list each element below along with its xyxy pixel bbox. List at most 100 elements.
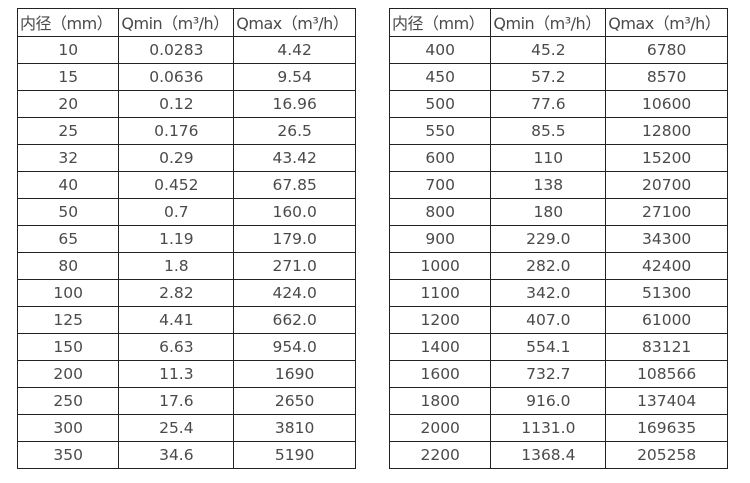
table-cell: 500 — [388, 90, 492, 118]
table-cell: 1100 — [388, 279, 492, 307]
table-cell: 26.5 — [233, 117, 356, 145]
table-cell: 25.4 — [118, 414, 235, 442]
flow-capacity-tables-page: 内径（mm） Qmin（m³/h） Qmax（m³/h） 10 0.0283 4.42 15… — [16, 8, 728, 469]
table-row: 350 34.6 5190 — [16, 441, 356, 469]
table-cell: 61000 — [605, 306, 728, 334]
table-cell: 137404 — [605, 387, 728, 415]
table-row: 1000 282.0 42400 — [388, 252, 728, 280]
table-cell: 407.0 — [490, 306, 607, 334]
table-cell: 600 — [388, 144, 492, 172]
table-row: 40 0.452 67.85 — [16, 171, 356, 199]
table-cell: 34300 — [605, 225, 728, 253]
table-cell: 1800 — [388, 387, 492, 415]
table-cell: 0.7 — [118, 198, 235, 226]
table-cell: 20 — [16, 90, 120, 118]
table-cell: 80 — [16, 252, 120, 280]
table-row: 65 1.19 179.0 — [16, 225, 356, 253]
table-cell: 550 — [388, 117, 492, 145]
table-row: 1200 407.0 61000 — [388, 306, 728, 334]
table-row: 250 17.6 2650 — [16, 387, 356, 415]
table-row: 1800 916.0 137404 — [388, 387, 728, 415]
table-cell: 1400 — [388, 333, 492, 361]
table-cell: 85.5 — [490, 117, 607, 145]
table-cell: 11.3 — [118, 360, 235, 388]
table-cell: 67.85 — [233, 171, 356, 199]
table-cell: 138 — [490, 171, 607, 199]
table-row: 1600 732.7 108566 — [388, 360, 728, 388]
table-row: 15 0.0636 9.54 — [16, 63, 356, 91]
table-cell: 800 — [388, 198, 492, 226]
table-cell: 6780 — [605, 36, 728, 64]
table-row: 550 85.5 12800 — [388, 117, 728, 145]
table-cell: 1.19 — [118, 225, 235, 253]
column-header: Qmax（m³/h） — [233, 8, 356, 37]
table-row: 400 45.2 6780 — [388, 36, 728, 64]
table-row: 2000 1131.0 169635 — [388, 414, 728, 442]
table-cell: 160.0 — [233, 198, 356, 226]
table-cell: 45.2 — [490, 36, 607, 64]
table-cell: 20700 — [605, 171, 728, 199]
table-cell: 554.1 — [490, 333, 607, 361]
table-cell: 10600 — [605, 90, 728, 118]
column-header: Qmin（m³/h） — [118, 8, 235, 37]
table-row: 10 0.0283 4.42 — [16, 36, 356, 64]
table-cell: 43.42 — [233, 144, 356, 172]
table-cell: 3810 — [233, 414, 356, 442]
table-cell: 954.0 — [233, 333, 356, 361]
table-cell: 350 — [16, 441, 120, 469]
table-cell: 16.96 — [233, 90, 356, 118]
table-row: 125 4.41 662.0 — [16, 306, 356, 334]
table-cell: 150 — [16, 333, 120, 361]
table-row: 700 138 20700 — [388, 171, 728, 199]
table-cell: 110 — [490, 144, 607, 172]
table-cell: 57.2 — [490, 63, 607, 91]
table-row: 25 0.176 26.5 — [16, 117, 356, 145]
column-header: Qmax（m³/h） — [605, 8, 728, 37]
table-cell: 4.42 — [233, 36, 356, 64]
table-cell: 180 — [490, 198, 607, 226]
table-cell: 1368.4 — [490, 441, 607, 469]
table-row: 20 0.12 16.96 — [16, 90, 356, 118]
table-row: 150 6.63 954.0 — [16, 333, 356, 361]
table-cell: 342.0 — [490, 279, 607, 307]
table-cell: 25 — [16, 117, 120, 145]
table-cell: 15200 — [605, 144, 728, 172]
table-cell: 205258 — [605, 441, 728, 469]
table-cell: 34.6 — [118, 441, 235, 469]
table-row: 1100 342.0 51300 — [388, 279, 728, 307]
table-cell: 9.54 — [233, 63, 356, 91]
table-cell: 0.29 — [118, 144, 235, 172]
column-header: 内径（mm） — [388, 8, 492, 37]
table-cell: 4.41 — [118, 306, 235, 334]
table-cell: 83121 — [605, 333, 728, 361]
table-cell: 100 — [16, 279, 120, 307]
table-row: 200 11.3 1690 — [16, 360, 356, 388]
table-cell: 32 — [16, 144, 120, 172]
flow-table-large-diameters: 内径（mm） Qmin（m³/h） Qmax（m³/h） 400 45.2 6780 450… — [388, 8, 728, 469]
table-cell: 700 — [388, 171, 492, 199]
table-cell: 108566 — [605, 360, 728, 388]
table-cell: 2200 — [388, 441, 492, 469]
table-cell: 229.0 — [490, 225, 607, 253]
table-cell: 1000 — [388, 252, 492, 280]
table-cell: 50 — [16, 198, 120, 226]
column-header: Qmin（m³/h） — [490, 8, 607, 37]
table-cell: 17.6 — [118, 387, 235, 415]
column-header: 内径（mm） — [16, 8, 120, 37]
table-cell: 179.0 — [233, 225, 356, 253]
table-cell: 12800 — [605, 117, 728, 145]
table-cell: 77.6 — [490, 90, 607, 118]
table-cell: 271.0 — [233, 252, 356, 280]
table-cell: 424.0 — [233, 279, 356, 307]
flow-table-small-diameters: 内径（mm） Qmin（m³/h） Qmax（m³/h） 10 0.0283 4.42 15… — [16, 8, 356, 469]
table-row: 900 229.0 34300 — [388, 225, 728, 253]
table-cell: 1600 — [388, 360, 492, 388]
table-cell: 450 — [388, 63, 492, 91]
table-cell: 40 — [16, 171, 120, 199]
header-row: 内径（mm） Qmin（m³/h） Qmax（m³/h） — [388, 8, 728, 37]
table-cell: 662.0 — [233, 306, 356, 334]
table-cell: 200 — [16, 360, 120, 388]
table-cell: 0.452 — [118, 171, 235, 199]
table-cell: 6.63 — [118, 333, 235, 361]
table-cell: 8570 — [605, 63, 728, 91]
